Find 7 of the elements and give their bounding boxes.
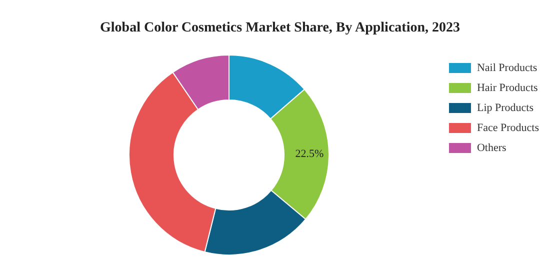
legend-label: Hair Products	[476, 82, 538, 94]
chart-title: Global Color Cosmetics Market Share, By Application, 2023	[100, 20, 460, 36]
data-label: 22.5%	[295, 148, 324, 160]
legend-label: Others	[476, 142, 506, 154]
legend-label: Nail Products	[476, 62, 538, 74]
legend-label: Face Products	[476, 122, 539, 134]
legend-label: Lip Products	[476, 102, 534, 114]
